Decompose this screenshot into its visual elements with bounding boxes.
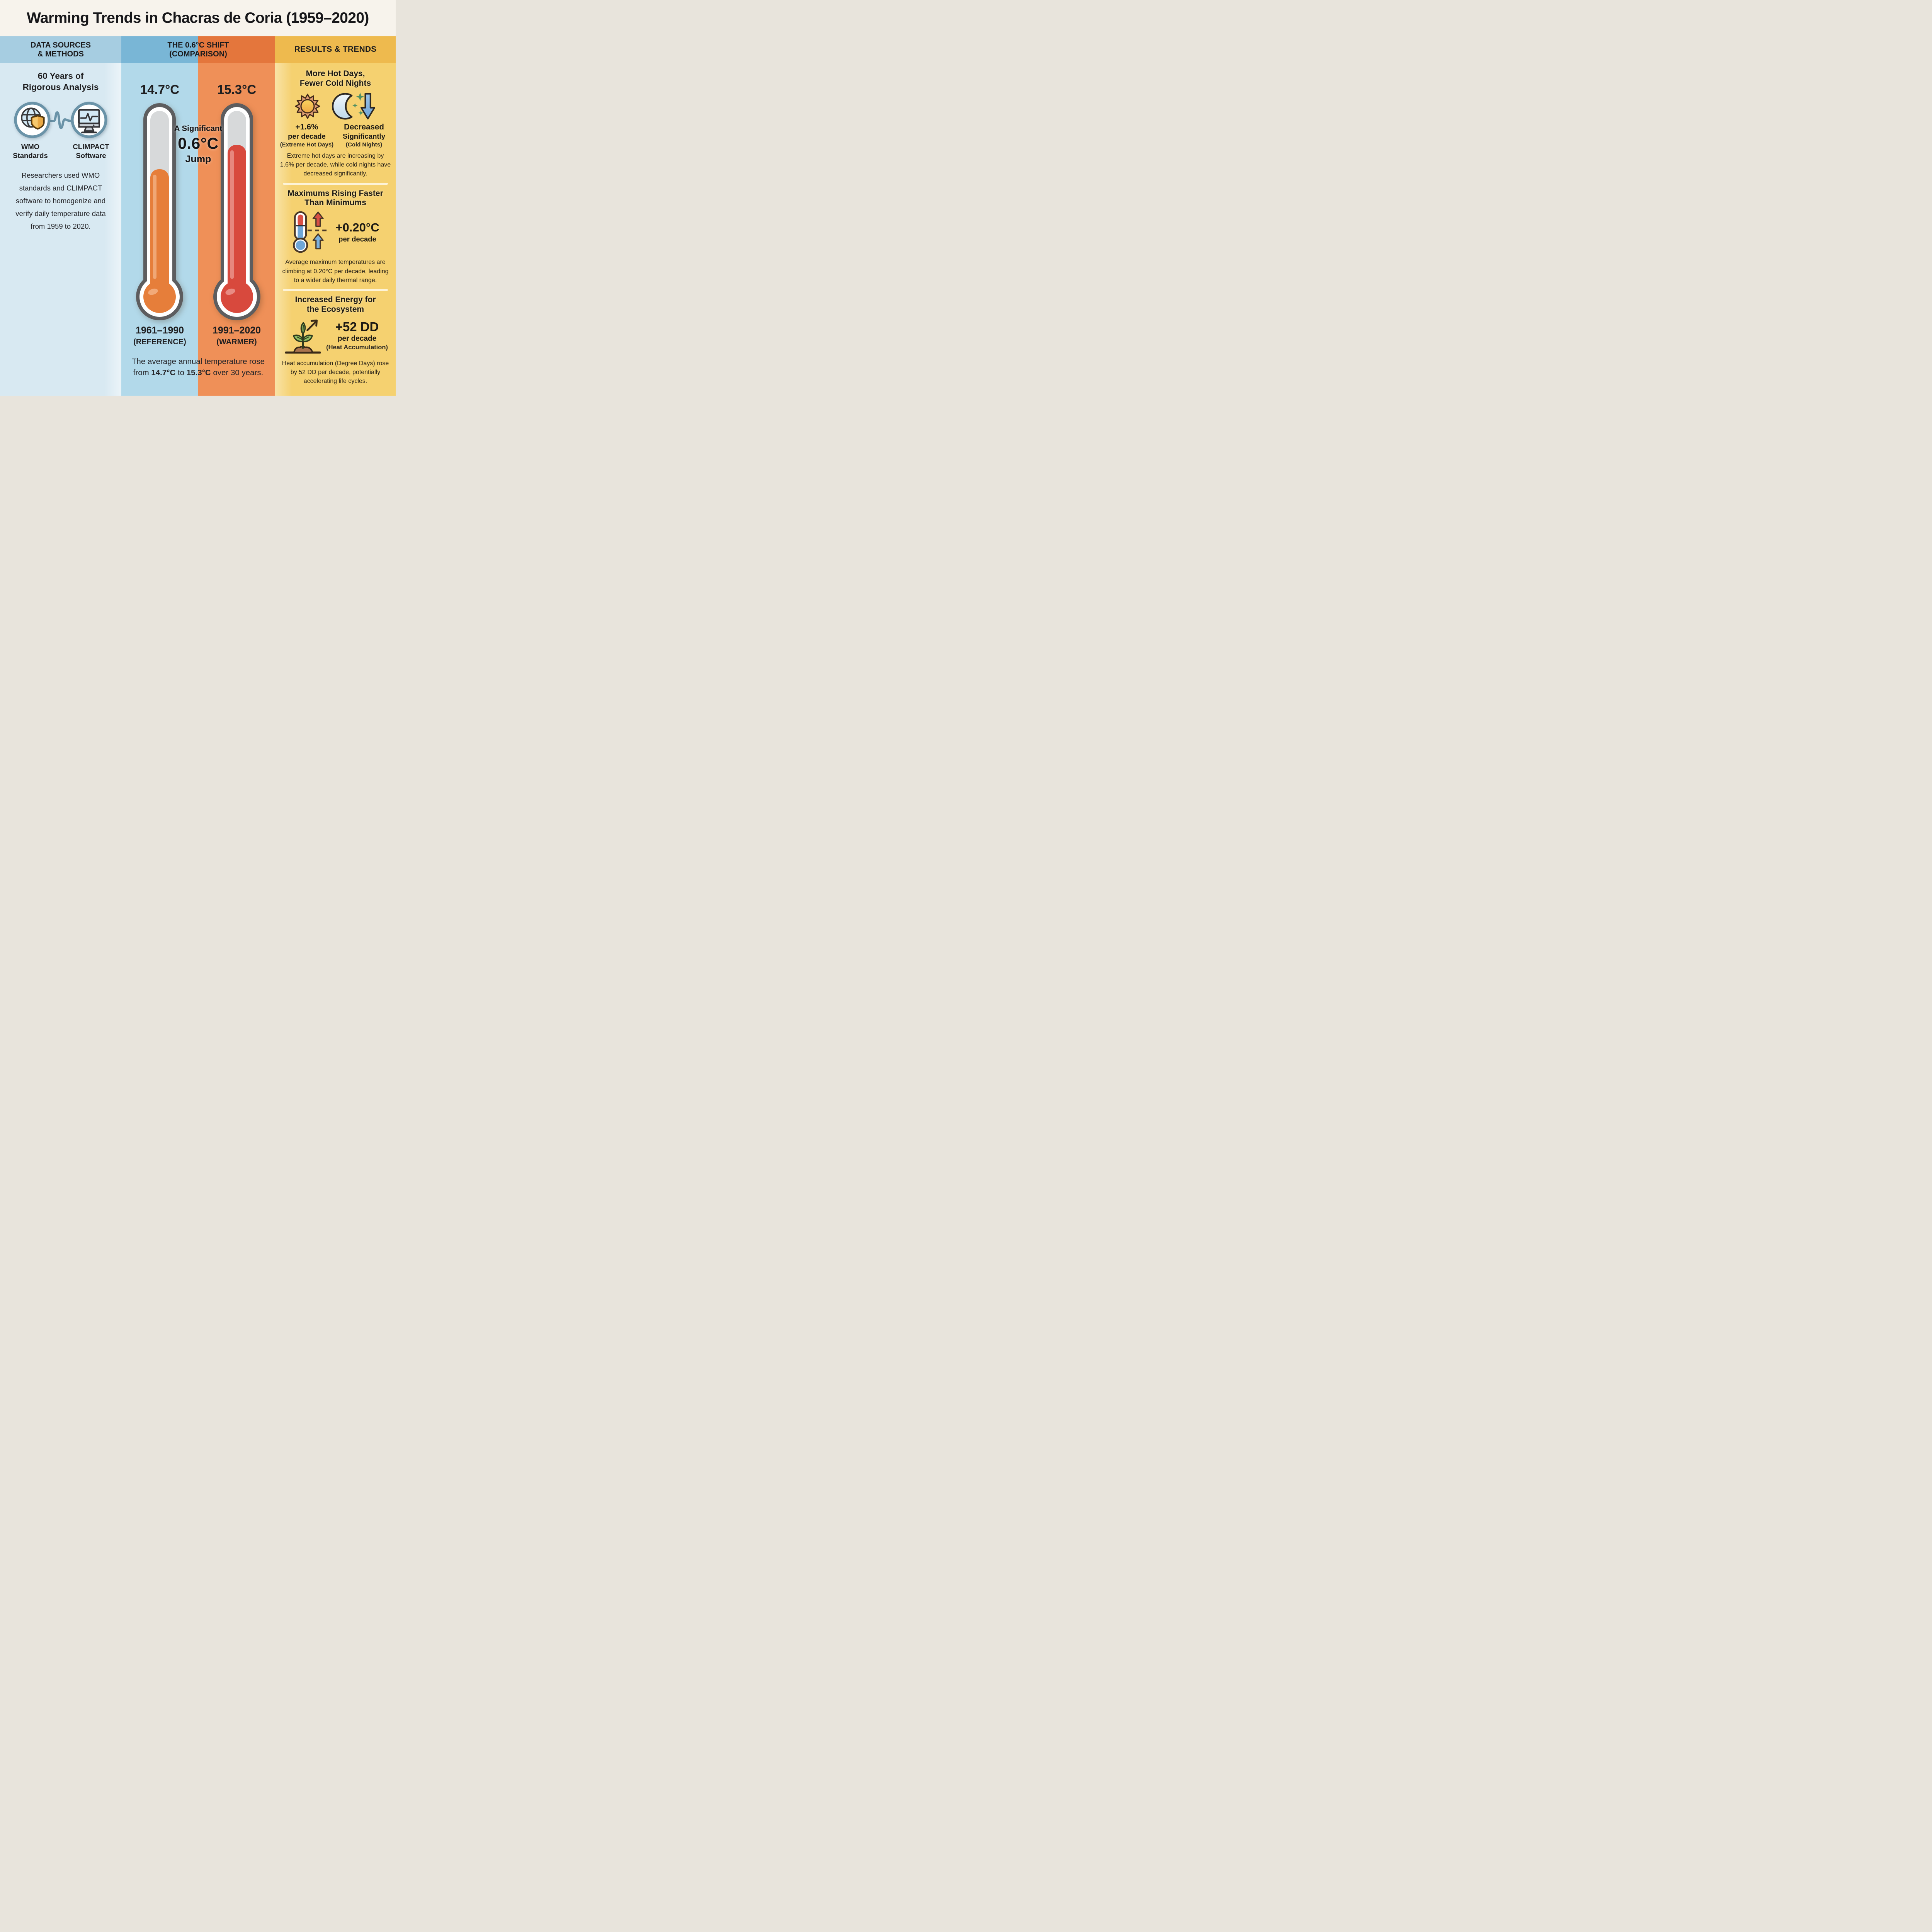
temperature-labels: 14.7°C 15.3°C bbox=[121, 82, 275, 97]
column-comparison: THE 0.6°C SHIFT (COMPARISON) 14.7°C 15.3… bbox=[121, 36, 275, 396]
comparison-caption: The average annual temperature rose from… bbox=[131, 357, 265, 378]
jump-callout: A Significant 0.6°C Jump bbox=[121, 124, 275, 165]
column-header-data-sources: DATA SOURCES & METHODS bbox=[0, 36, 121, 63]
header-line: THE 0.6°C SHIFT bbox=[167, 41, 229, 49]
sparkles-icon bbox=[352, 92, 365, 116]
header-line: DATA SOURCES bbox=[30, 41, 91, 49]
results-body: More Hot Days, Fewer Cold Nights bbox=[275, 63, 396, 396]
maxmin-paragraph: Average maximum temperatures are climbin… bbox=[282, 259, 389, 284]
period-labels: 1961–1990 (REFERENCE) 1991–2020 (WARMER) bbox=[121, 325, 275, 347]
reference-period: 1961–1990 (REFERENCE) bbox=[133, 325, 186, 346]
header-line: (COMPARISON) bbox=[169, 49, 227, 58]
moon-and-down-arrow-icon bbox=[332, 92, 375, 119]
energy-paragraph: Heat accumulation (Degree Days) rose by … bbox=[282, 360, 389, 385]
method-badge-labels: WMO Standards CLIMPACT Software bbox=[0, 143, 121, 160]
header-line: RESULTS & TRENDS bbox=[294, 45, 377, 54]
hotcold-title: More Hot Days, Fewer Cold Nights bbox=[299, 69, 371, 88]
max-min-thermometer-icon bbox=[293, 211, 329, 253]
methods-subtitle: 60 Years of Rigorous Analysis bbox=[22, 71, 99, 92]
wmo-label: WMO Standards bbox=[13, 143, 48, 160]
connector-squiggle-icon bbox=[50, 111, 71, 129]
hotcold-icons bbox=[278, 92, 393, 121]
method-badges bbox=[0, 101, 121, 139]
columns: DATA SOURCES & METHODS 60 Years of Rigor… bbox=[0, 36, 396, 396]
thermometer-warmer-icon bbox=[213, 103, 260, 320]
column-header-results: RESULTS & TRENDS bbox=[275, 36, 396, 63]
page-title: Warming Trends in Chacras de Coria (1959… bbox=[27, 10, 369, 26]
seedling-growth-icon bbox=[285, 319, 321, 354]
thermometer-reference-icon bbox=[136, 103, 183, 320]
methods-paragraph: Researchers used WMO standards and CLIMP… bbox=[15, 171, 106, 230]
sun-icon bbox=[295, 94, 320, 119]
hotcold-stats: +1.6% per decade (Extreme Hot Days) Decr… bbox=[278, 122, 393, 148]
hot-days-stat: +1.6% per decade (Extreme Hot Days) bbox=[280, 122, 334, 148]
maxmin-visual: +0.20°C per decade bbox=[278, 209, 393, 254]
maxmin-stat: +0.20°C per decade bbox=[335, 220, 379, 243]
data-sources-body: 60 Years of Rigorous Analysis bbox=[0, 63, 121, 396]
jump-value: 0.6°C bbox=[178, 134, 219, 152]
column-header-comparison: THE 0.6°C SHIFT (COMPARISON) bbox=[121, 36, 275, 63]
header-line: & METHODS bbox=[37, 49, 84, 58]
column-results: RESULTS & TRENDS More Hot Days, Fewer Co… bbox=[275, 36, 396, 396]
comparison-body: 14.7°C 15.3°C bbox=[121, 63, 275, 396]
cold-nights-stat: Decreased Significantly (Cold Nights) bbox=[343, 122, 385, 148]
wmo-standards-icon bbox=[14, 101, 51, 139]
title-bar: Warming Trends in Chacras de Coria (1959… bbox=[0, 0, 396, 36]
divider bbox=[282, 182, 388, 185]
column-data-sources: DATA SOURCES & METHODS 60 Years of Rigor… bbox=[0, 36, 121, 396]
climpact-software-icon bbox=[70, 101, 108, 139]
infographic-root: Warming Trends in Chacras de Coria (1959… bbox=[0, 0, 396, 396]
energy-title: Increased Energy for the Ecosystem bbox=[295, 295, 376, 314]
maxmin-title: Maximums Rising Faster Than Minimums bbox=[287, 189, 383, 207]
reference-temperature: 14.7°C bbox=[140, 82, 180, 97]
divider bbox=[282, 289, 388, 291]
energy-stat: +52 DD per decade (Heat Accumulation) bbox=[326, 319, 388, 351]
warmer-period: 1991–2020 (WARMER) bbox=[212, 325, 261, 346]
energy-visual: +52 DD per decade (Heat Accumulation) bbox=[278, 315, 393, 355]
climpact-label: CLIMPACT Software bbox=[73, 143, 109, 160]
hotcold-paragraph: Extreme hot days are increasing by 1.6% … bbox=[280, 152, 391, 177]
warmer-temperature: 15.3°C bbox=[217, 82, 257, 97]
